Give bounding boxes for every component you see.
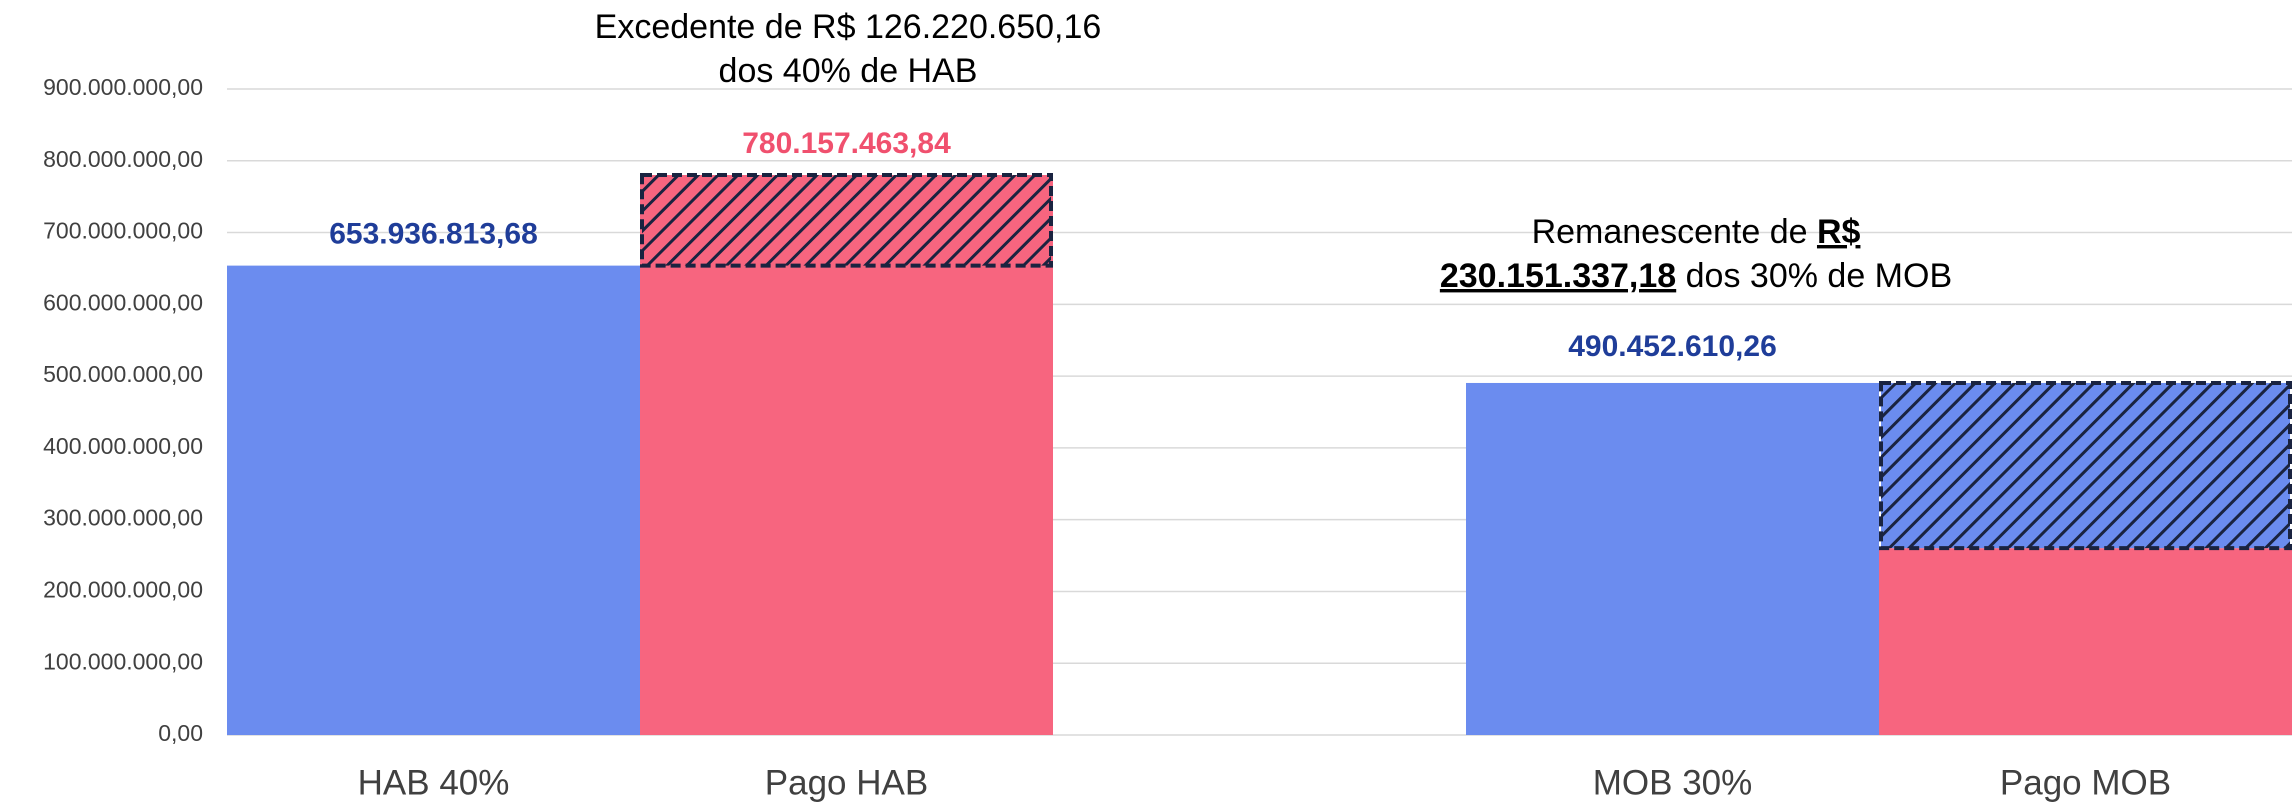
difference-hatch [640,173,1053,268]
annotation-text: dos 40% de HAB [719,52,978,90]
y-tick-label: 900.000.000,00 [43,74,203,100]
x-tick-label: Pago MOB [2000,763,2171,802]
x-tick-label: HAB 40% [358,763,510,802]
annotation: Excedente de R$ 126.220.650,16 [595,8,1102,46]
annotation-text: dos 30% de MOB [1676,257,1952,295]
annotation: dos 40% de HAB [719,52,978,90]
bar [1879,548,2292,735]
bar [1466,382,1879,735]
value-label: 780.157.463,84 [742,127,951,160]
y-tick-label: 300.000.000,00 [43,505,203,531]
y-tick-label: 800.000.000,00 [43,146,203,172]
x-tick-label: Pago HAB [765,763,928,802]
value-label: 490.452.610,26 [1568,330,1777,363]
bar [640,175,1053,735]
y-tick-label: 500.000.000,00 [43,361,203,387]
value-label: 653.936.813,68 [329,218,538,251]
annotation: 230.151.337,18 dos 30% de MOB [1440,257,1952,295]
x-tick-label: MOB 30% [1593,763,1753,802]
annotation-text: Remanescente de [1532,213,1817,251]
y-tick-label: 0,00 [158,720,203,746]
annotation: Remanescente de R$ [1532,213,1861,251]
annotation-text: 230.151.337,18 [1440,257,1676,295]
bar [227,265,640,735]
difference-hatch [1879,380,2292,551]
annotation-text: R$ [1817,213,1861,251]
annotation-text: Excedente de R$ 126.220.650,16 [595,8,1102,46]
y-tick-label: 400.000.000,00 [43,433,203,459]
y-tick-label: 100.000.000,00 [43,648,203,674]
y-tick-label: 600.000.000,00 [43,289,203,315]
y-tick-label: 700.000.000,00 [43,218,203,244]
y-tick-label: 200.000.000,00 [43,577,203,603]
